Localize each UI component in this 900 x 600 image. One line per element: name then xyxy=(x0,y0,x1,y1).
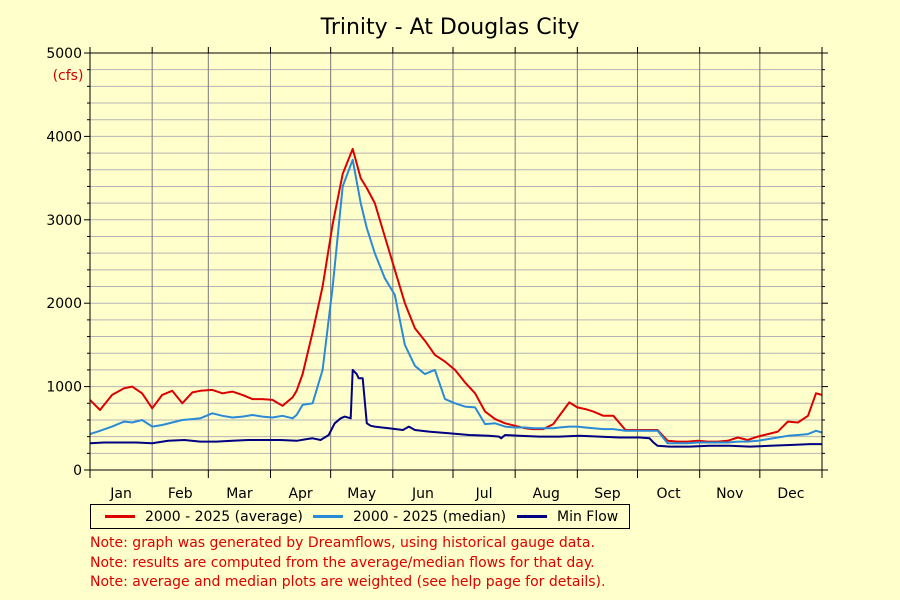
axis-ticks: 0 1000 2000 3000 4000 5000 Jan Feb Mar Apr May Jun J… xyxy=(46,46,828,502)
note-line: Note: results are computed from the aver… xyxy=(90,554,595,571)
x-tick-label: Nov xyxy=(716,486,743,502)
legend: 2000 - 2025 (average) 2000 - 2025 (media… xyxy=(90,504,630,529)
x-tick-label: Mar xyxy=(226,486,253,502)
x-tick-label: Jan xyxy=(109,486,132,502)
x-tick-label: Feb xyxy=(168,486,193,502)
legend-item-min-flow: Min Flow xyxy=(517,509,618,525)
grid xyxy=(90,53,822,470)
legend-swatch-min-flow xyxy=(517,514,547,518)
series-lines xyxy=(89,147,823,448)
x-tick-label: Aug xyxy=(533,486,560,502)
y-tick-label: 4000 xyxy=(46,129,82,145)
x-tick-label: Jul xyxy=(475,486,493,502)
series-line-average xyxy=(89,147,823,443)
series-line-median xyxy=(89,158,823,445)
y-tick-label: 0 xyxy=(73,463,82,479)
y-tick-label: 3000 xyxy=(46,213,82,229)
x-tick-label: Apr xyxy=(288,486,312,502)
y-tick-label: 1000 xyxy=(46,380,82,396)
legend-label-min-flow: Min Flow xyxy=(557,509,619,525)
notes: Note: graph was generated by Dreamflows,… xyxy=(90,534,605,593)
legend-swatch-median xyxy=(313,514,343,518)
legend-label-median: 2000 - 2025 (median) xyxy=(353,509,507,525)
x-tick-label: Dec xyxy=(777,486,804,502)
legend-item-median: 2000 - 2025 (median) xyxy=(313,509,506,525)
y-tick-label: 5000 xyxy=(46,46,82,62)
legend-label-average: 2000 - 2025 (average) xyxy=(145,509,303,525)
series-line-min-flow xyxy=(89,368,822,448)
x-tick-label: Jun xyxy=(411,486,434,502)
plot-frame xyxy=(89,52,823,471)
x-tick-label: May xyxy=(347,486,376,502)
y-tick-label: 2000 xyxy=(46,296,82,312)
legend-item-average: 2000 - 2025 (average) xyxy=(105,509,303,525)
note-line: Note: graph was generated by Dreamflows,… xyxy=(90,535,595,551)
y-unit-label: (cfs) xyxy=(53,68,84,84)
note-line: Note: average and median plots are weigh… xyxy=(90,574,606,590)
x-tick-label: Sep xyxy=(594,486,621,502)
chart-title: Trinity - At Douglas City xyxy=(320,15,580,40)
x-tick-label: Oct xyxy=(656,486,681,502)
legend-swatch-average xyxy=(105,514,135,518)
